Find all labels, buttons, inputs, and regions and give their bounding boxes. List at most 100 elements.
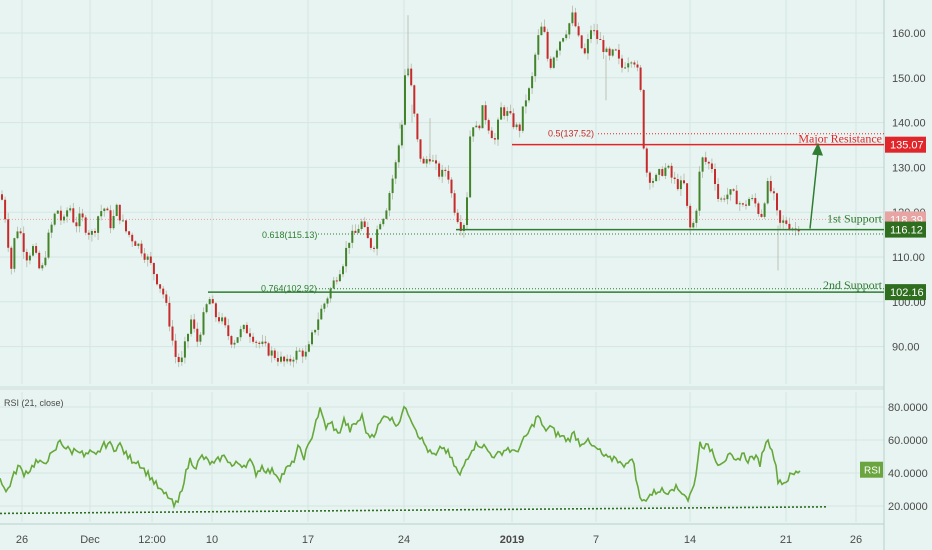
candle-body bbox=[664, 167, 667, 176]
candle-body bbox=[249, 333, 251, 337]
candle-body bbox=[596, 30, 599, 39]
candle-body bbox=[152, 262, 155, 275]
candle-body bbox=[751, 198, 754, 200]
candle-body bbox=[745, 204, 747, 206]
candle-body bbox=[617, 49, 620, 59]
candle-body bbox=[230, 336, 233, 345]
candle-body bbox=[56, 210, 59, 214]
candle-body bbox=[714, 168, 716, 185]
candle-body bbox=[580, 35, 583, 49]
candle-body bbox=[193, 319, 196, 329]
candle-body bbox=[53, 213, 56, 225]
candle-body bbox=[171, 326, 174, 341]
candle-body bbox=[137, 243, 140, 246]
time-tick-label: 26 bbox=[850, 534, 862, 546]
candle-body bbox=[549, 58, 552, 68]
candle-body bbox=[639, 67, 642, 90]
candle-body bbox=[177, 356, 180, 363]
candle-body bbox=[717, 184, 720, 199]
candle-body bbox=[106, 208, 109, 211]
candle-body bbox=[515, 124, 518, 128]
candle-body bbox=[128, 231, 131, 235]
candle-body bbox=[366, 226, 369, 239]
candle-body bbox=[156, 274, 158, 285]
candle-body bbox=[298, 350, 301, 352]
candle-body bbox=[466, 197, 468, 225]
candle-body bbox=[524, 100, 527, 107]
candle-body bbox=[732, 189, 735, 191]
time-tick-label: 12:00 bbox=[138, 534, 166, 546]
candle-body bbox=[320, 308, 323, 320]
upside-arrow-shaft[interactable] bbox=[809, 152, 819, 229]
rsi-line[interactable] bbox=[0, 405, 801, 510]
candle-body bbox=[84, 217, 87, 233]
candle-body bbox=[326, 298, 329, 304]
time-tick-label: 24 bbox=[398, 534, 410, 546]
candle-body bbox=[342, 266, 344, 275]
candle-body bbox=[404, 75, 406, 125]
candle-body bbox=[512, 113, 515, 128]
candle-body bbox=[450, 179, 453, 194]
levels-layer: 0.5(137.52) 0.618(115.13) 0.764(102.92) Maj… bbox=[208, 129, 884, 294]
rsi-badge: RSI bbox=[864, 466, 881, 477]
candle-body bbox=[87, 232, 90, 235]
candle-body bbox=[559, 41, 561, 51]
candle-body bbox=[602, 40, 605, 53]
candle-body bbox=[624, 67, 627, 69]
candle-body bbox=[280, 356, 282, 362]
candle-body bbox=[242, 324, 245, 330]
candle-body bbox=[785, 220, 788, 224]
candle-body bbox=[211, 299, 214, 304]
candle-body bbox=[208, 299, 211, 305]
candle-body bbox=[540, 26, 543, 36]
rsi-trendline[interactable] bbox=[0, 506, 827, 515]
price-tick-label: 140.00 bbox=[892, 118, 926, 130]
candle-body bbox=[658, 169, 661, 175]
pane-separator[interactable] bbox=[0, 386, 884, 390]
candle-body bbox=[94, 231, 96, 233]
candle-body bbox=[577, 26, 580, 36]
candle-body bbox=[143, 253, 146, 260]
candle-body bbox=[565, 34, 568, 39]
candle-body bbox=[636, 64, 639, 68]
candle-body bbox=[301, 350, 304, 357]
time-tick-label: 14 bbox=[684, 534, 696, 546]
candle-body bbox=[376, 229, 379, 249]
candle-body bbox=[227, 325, 230, 337]
candle-body bbox=[506, 111, 509, 116]
candle-body bbox=[369, 238, 372, 248]
candle-body bbox=[373, 247, 375, 249]
candle-body bbox=[335, 280, 338, 282]
candle-body bbox=[345, 247, 348, 267]
badge-major-resistance: 135.07 bbox=[890, 140, 924, 152]
candle-body bbox=[283, 356, 286, 362]
candle-body bbox=[493, 138, 496, 140]
axis-layer: 160.00150.00140.00130.00120.00110.00100.… bbox=[16, 28, 928, 546]
candle-body bbox=[388, 193, 391, 211]
candle-body bbox=[112, 216, 115, 229]
candle-body bbox=[25, 251, 28, 261]
candle-body bbox=[611, 49, 614, 56]
candle-body bbox=[385, 210, 388, 219]
candle-body bbox=[190, 319, 193, 334]
candle-body bbox=[568, 23, 571, 35]
candle-body bbox=[422, 158, 425, 164]
candle-body bbox=[276, 358, 279, 362]
candle-body bbox=[400, 124, 403, 146]
major-resistance-label: Major Resistance bbox=[798, 132, 882, 146]
candle-body bbox=[236, 337, 239, 343]
badge-second-support: 102.16 bbox=[890, 287, 924, 299]
candle-body bbox=[661, 169, 664, 176]
candle-body bbox=[673, 177, 676, 180]
candle-body bbox=[224, 317, 227, 326]
candle-body bbox=[435, 160, 437, 164]
candle-body bbox=[162, 288, 165, 295]
candle-body bbox=[710, 163, 713, 169]
candle-body bbox=[692, 222, 695, 228]
candle-body bbox=[183, 341, 186, 358]
candle-body bbox=[738, 203, 741, 205]
candle-body bbox=[69, 208, 72, 211]
candle-body bbox=[35, 246, 38, 253]
candle-body bbox=[270, 350, 273, 356]
time-tick-label: Dec bbox=[80, 534, 100, 546]
